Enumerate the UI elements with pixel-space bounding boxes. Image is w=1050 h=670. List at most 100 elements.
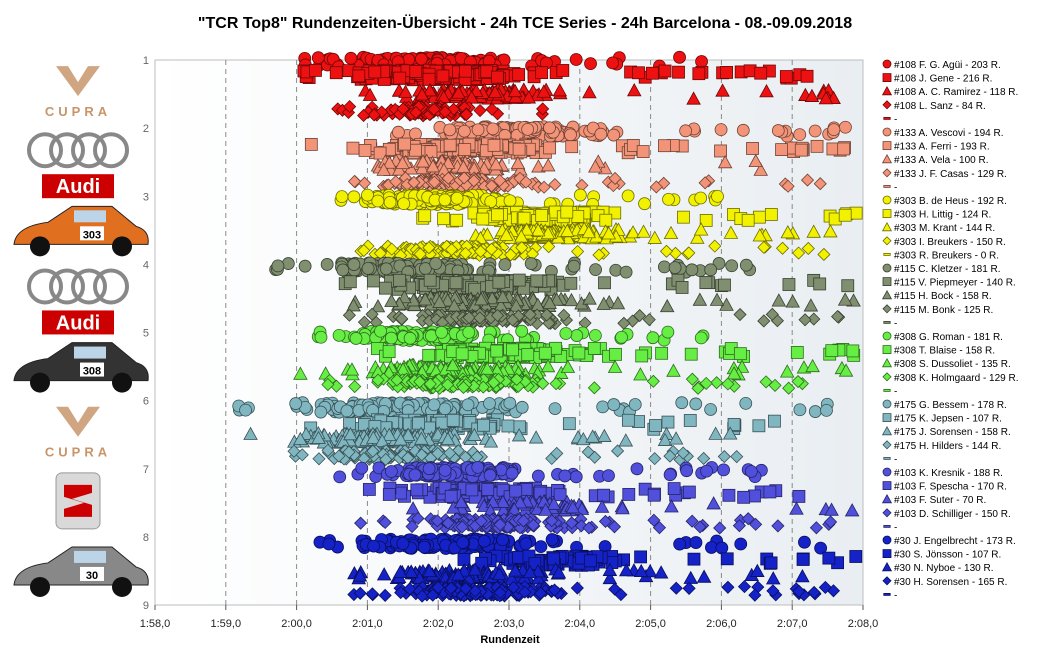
lap-point [722, 488, 736, 502]
lap-point [807, 312, 821, 326]
lap-point [414, 87, 430, 101]
seat-s [64, 484, 92, 517]
x-tick-label: 2:01,0 [352, 618, 383, 630]
lap-point [849, 206, 863, 220]
lap-point [808, 124, 822, 138]
lap-point [739, 258, 753, 272]
legend-label: #108 F. G. Agüi - 203 R. [894, 60, 1001, 71]
lap-point [422, 72, 436, 86]
x-axis-ticks: 1:58,0 1:59,0 2:00,0 2:01,0 2:02,0 2:03,0 2:04… [140, 605, 879, 630]
lap-point [655, 346, 669, 360]
lap-point [437, 212, 450, 226]
lap-point [347, 174, 362, 189]
lap-point [271, 259, 285, 273]
lap-point [626, 83, 642, 97]
lap-point [718, 278, 731, 292]
x-tick-label: 2:02,0 [423, 618, 454, 630]
lap-point [515, 400, 529, 414]
lap-point [512, 142, 526, 156]
lap-point [384, 293, 399, 307]
legend-marker [883, 184, 891, 188]
lap-point [438, 402, 452, 416]
legend-label: #133 A. Vela - 100 R. [894, 155, 989, 166]
audi-ring [27, 132, 63, 169]
lap-point [607, 128, 621, 142]
lap-point [752, 210, 766, 224]
legend-marker [881, 221, 893, 232]
lap-point [457, 124, 471, 138]
lap-point [559, 223, 575, 237]
lap-point [582, 291, 597, 305]
lap-point [596, 400, 610, 414]
legend-item: #108 L. Sanz - 84 R. [882, 100, 986, 112]
lap-point [571, 209, 585, 223]
lap-point [397, 197, 411, 211]
lap-point [281, 257, 295, 270]
x-tick-label: 2:00,0 [281, 618, 312, 630]
lap-point [628, 398, 642, 411]
lap-point [376, 162, 391, 176]
legend-label: #30 J. Engelbrecht - 173 R. [894, 536, 1016, 547]
lap-point [480, 227, 495, 241]
legend-label: #308 K. Holmgaard - 129 R. [894, 373, 1019, 384]
x-tick-label: 1:59,0 [211, 618, 242, 630]
lap-point [619, 265, 633, 279]
lap-point [793, 128, 807, 142]
y-tick-label: 4 [143, 259, 149, 271]
lap-point [538, 346, 552, 360]
lap-point [825, 344, 839, 358]
legend-marker [882, 168, 892, 178]
legend-marker [882, 277, 892, 287]
lap-point [422, 462, 436, 476]
lap-point [473, 103, 487, 118]
lap-point [564, 276, 578, 290]
legend-item: #133 J. F. Casas - 129 R. [882, 168, 1007, 180]
lap-point [371, 194, 385, 208]
legend-item: #175 J. Sorensen - 158 R. [881, 425, 1011, 438]
lap-point [540, 158, 556, 172]
lap-point [393, 273, 406, 287]
lap-point [365, 307, 379, 321]
lap-point [367, 539, 381, 553]
lap-point [780, 225, 796, 239]
lap-point [675, 281, 689, 294]
lap-point [309, 64, 322, 77]
lap-point [444, 489, 458, 503]
lap-point [757, 314, 771, 328]
lap-point [569, 470, 583, 484]
lap-point [408, 468, 422, 482]
lap-point [715, 83, 730, 97]
lap-point [403, 331, 417, 345]
legend-item: #175 K. Jepsen - 107 R. [882, 413, 1002, 425]
legend-label: - [894, 386, 897, 397]
lap-point [771, 124, 785, 137]
lap-point [477, 418, 490, 432]
legend-item: #303 M. Krant - 144 R. [881, 221, 995, 234]
lap-point [485, 179, 499, 193]
legend-marker [882, 413, 892, 423]
data-points [232, 50, 863, 603]
lap-point [565, 140, 579, 154]
lap-point [771, 293, 787, 307]
lap-point [362, 483, 376, 496]
lap-point [459, 64, 472, 78]
legend-item: #103 K. Kresnik - 188 R. [882, 467, 1003, 479]
lap-point [663, 225, 679, 240]
lap-point [484, 195, 498, 209]
lap-point [775, 241, 790, 255]
lap-point [642, 313, 656, 327]
lap-point [515, 241, 529, 255]
lap-point [519, 537, 533, 551]
lap-point [512, 273, 526, 287]
lap-point [361, 188, 374, 202]
lap-point [645, 66, 659, 80]
lap-point [357, 243, 371, 258]
legend-item: #30 J. Engelbrecht - 173 R. [882, 535, 1016, 547]
lap-point [506, 313, 520, 327]
lap-point [480, 65, 494, 79]
lap-point [792, 490, 806, 503]
x-tick-label: 2:08,0 [848, 618, 879, 630]
lap-point [782, 278, 796, 291]
lap-point [599, 213, 613, 227]
legend-marker [882, 549, 892, 558]
